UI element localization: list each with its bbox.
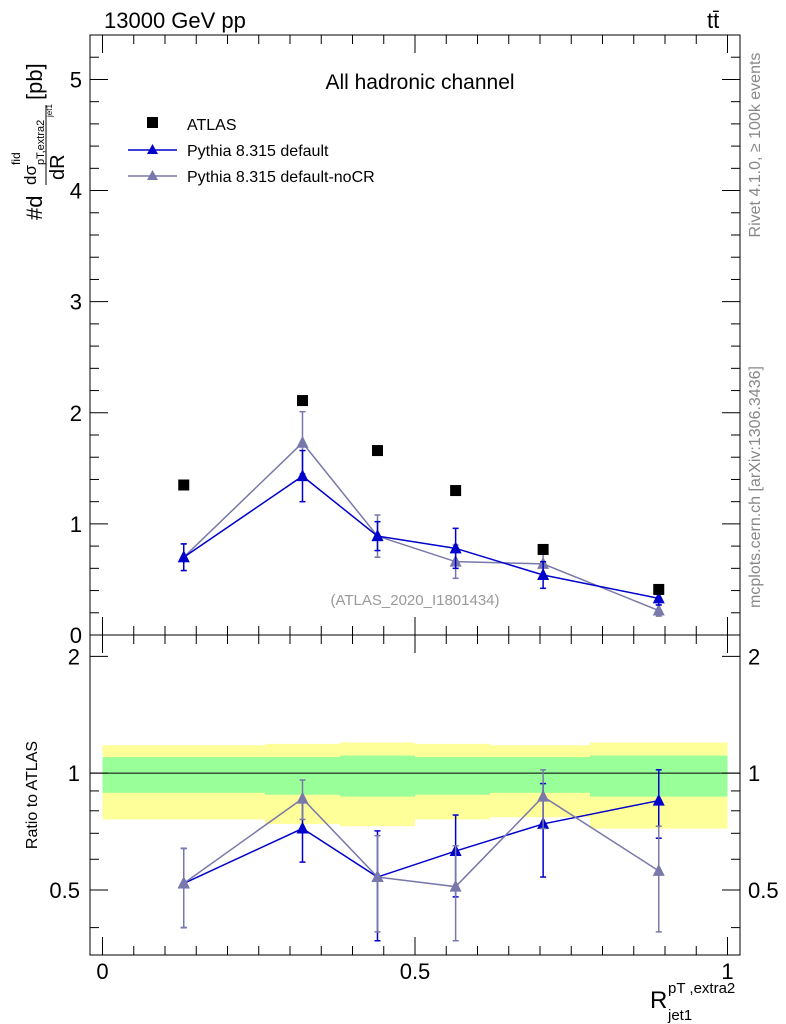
ratio-plot-content [90, 742, 740, 942]
data-point-atlas [537, 543, 549, 555]
data-point-atlas [178, 479, 190, 491]
ratio-point [652, 793, 665, 806]
y-label-numerator-sub: pT,extra2 [35, 120, 47, 165]
legend-default-marker [147, 144, 158, 154]
data-point [177, 550, 190, 563]
ratio-band-inner [490, 757, 590, 793]
legend-atlas-marker [147, 117, 158, 128]
y-tick-label: 0 [70, 623, 82, 648]
data-point [652, 603, 665, 616]
x-tick-label: 0 [96, 959, 108, 984]
ratio-y-tick-label: 0.5 [49, 878, 80, 903]
main-y-axis: 0 1 2 3 4 5 [70, 56, 740, 648]
analysis-id: (ATLAS_2020_I1801434) [330, 592, 499, 609]
data-point [537, 568, 550, 580]
data-point-atlas [372, 445, 383, 457]
legend-atlas-label: ATLAS [187, 117, 237, 134]
ratio-point [449, 879, 462, 892]
ratio-y-tick-label-right: 0.5 [748, 878, 779, 903]
data-point [296, 469, 309, 482]
y-label-numerator-sub2: jet1 [45, 104, 54, 118]
ratio-point [296, 791, 309, 804]
ratio-y-tick-label: 1 [68, 761, 80, 786]
main-plot-content [177, 395, 665, 617]
y-label-denominator: dR [47, 154, 69, 180]
process-label: tt̄ [707, 8, 719, 33]
chart-title: All hadronic channel [325, 71, 514, 94]
data-point [296, 435, 309, 448]
legend: ATLAS Pythia 8.315 default Pythia 8.315 … [128, 117, 375, 186]
x-label-sub: jet1 [667, 1007, 692, 1024]
y-label-unit: [pb] [22, 63, 47, 100]
rivet-label: Rivet 4.1.0, ≥ 100k events [747, 53, 764, 238]
data-point-atlas [297, 395, 308, 407]
y-label-numerator: dσ [21, 165, 40, 185]
data-point [371, 529, 384, 542]
y-tick-label: 2 [70, 401, 82, 426]
y-label-prefix: #d [22, 196, 47, 220]
mcplots-label: mcplots.cern.ch [arXiv:1306.3436] [747, 366, 764, 608]
data-point [652, 591, 665, 604]
ratio-band-inner [415, 757, 490, 795]
y-tick-label: 1 [70, 512, 82, 537]
y-tick-label: 5 [70, 67, 82, 92]
ratio-point [371, 870, 384, 883]
data-point-atlas [653, 583, 665, 595]
y-label-numerator-sup: fid [9, 152, 23, 165]
ratio-y-axis-label: Ratio to ATLAS [24, 741, 41, 849]
y-tick-label: 3 [70, 290, 82, 315]
ratio-point [296, 821, 309, 834]
ratio-point [537, 789, 550, 802]
ratio-band-inner [102, 757, 265, 793]
x-label-sup: pT ,extra2 [668, 980, 735, 997]
series-line [183, 475, 659, 600]
ratio-y-axis: 0.5 0.5 1 1 2 2 [49, 644, 779, 929]
x-axis-label: R jet1 pT ,extra2 [650, 980, 735, 1024]
ratio-panel: 0.5 0.51 12 2 0 0.5 1 [49, 634, 779, 984]
ratio-y-tick-label-right: 2 [748, 644, 760, 669]
ratio-point [652, 863, 665, 876]
data-point-atlas [450, 485, 462, 497]
ratio-y-tick-label-right: 1 [748, 761, 760, 786]
legend-nocr-marker [147, 170, 158, 180]
energy-label: 13000 GeV pp [104, 8, 246, 33]
main-panel: 0 1 2 3 4 5 [70, 34, 741, 648]
ratio-series-line [183, 795, 660, 888]
ratio-y-tick-label: 2 [68, 644, 80, 669]
legend-default-label: Pythia 8.315 default [187, 143, 329, 160]
ratio-x-axis: 0 0.5 1 [96, 635, 734, 984]
legend-nocr-label: Pythia 8.315 default-noCR [187, 169, 375, 186]
x-label-main: R [650, 987, 667, 1014]
main-y-axis-label: #d dσ fid pT,extra2 jet1 dR [pb] [9, 63, 69, 220]
ratio-band-inner [340, 755, 415, 797]
main-x-ticks [102, 35, 728, 635]
data-point [449, 541, 462, 554]
x-tick-label: 1 [721, 959, 733, 984]
series-line [183, 441, 660, 612]
ratio-series-line [183, 799, 659, 885]
y-tick-label: 4 [70, 179, 82, 204]
ratio-point [177, 876, 190, 889]
x-tick-label: 0.5 [400, 959, 431, 984]
